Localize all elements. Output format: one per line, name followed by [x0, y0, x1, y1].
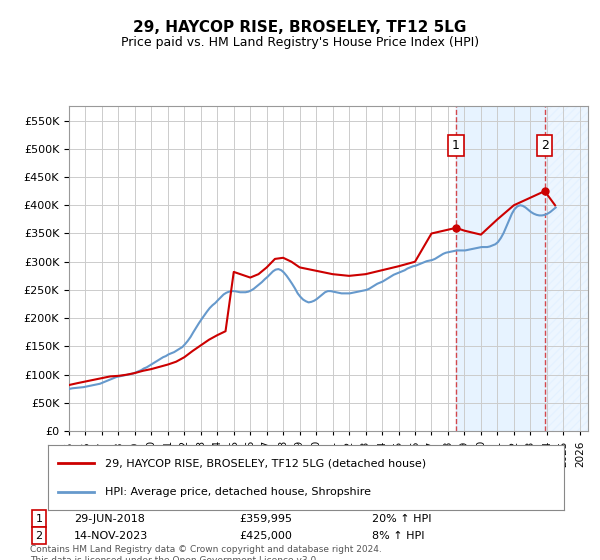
Text: 1: 1	[35, 514, 43, 524]
Text: 2: 2	[541, 139, 548, 152]
Text: 14-NOV-2023: 14-NOV-2023	[74, 531, 148, 541]
Text: 20% ↑ HPI: 20% ↑ HPI	[372, 514, 432, 524]
Text: 8% ↑ HPI: 8% ↑ HPI	[372, 531, 425, 541]
Text: 29, HAYCOP RISE, BROSELEY, TF12 5LG: 29, HAYCOP RISE, BROSELEY, TF12 5LG	[133, 20, 467, 35]
Bar	[456, 106, 547, 431]
Text: Contains HM Land Registry data © Crown copyright and database right 2024.
This d: Contains HM Land Registry data © Crown c…	[30, 545, 382, 560]
Text: 29, HAYCOP RISE, BROSELEY, TF12 5LG (detached house): 29, HAYCOP RISE, BROSELEY, TF12 5LG (det…	[105, 458, 426, 468]
Text: 2: 2	[35, 531, 43, 541]
Text: Price paid vs. HM Land Registry's House Price Index (HPI): Price paid vs. HM Land Registry's House …	[121, 36, 479, 49]
Text: £359,995: £359,995	[240, 514, 293, 524]
Text: 29-JUN-2018: 29-JUN-2018	[74, 514, 145, 524]
Text: £425,000: £425,000	[240, 531, 293, 541]
Text: HPI: Average price, detached house, Shropshire: HPI: Average price, detached house, Shro…	[105, 487, 371, 497]
Bar	[547, 106, 588, 431]
Text: 1: 1	[452, 139, 460, 152]
